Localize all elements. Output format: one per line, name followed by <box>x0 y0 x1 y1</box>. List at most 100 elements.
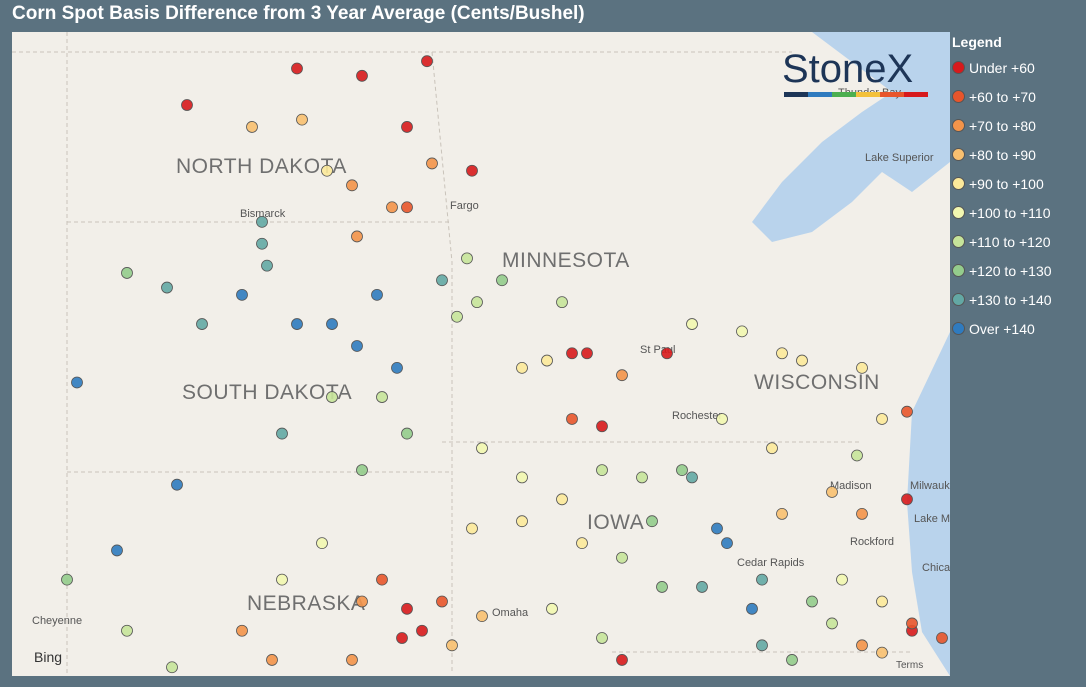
location-dot <box>596 420 608 433</box>
legend-label: Under +60 <box>969 59 1035 76</box>
location-dot <box>466 522 478 535</box>
legend-swatch <box>952 148 965 161</box>
location-dot <box>401 602 413 615</box>
location-dot <box>696 581 708 593</box>
legend: Legend Under +60 +60 to +70 +70 to +80 +80 t… <box>952 34 1082 343</box>
location-dot <box>576 537 588 550</box>
location-dot <box>371 288 383 301</box>
location-dot <box>776 508 788 520</box>
map-label: IOWA <box>587 511 644 534</box>
legend-label: +90 to +100 <box>969 175 1044 192</box>
location-dot <box>401 427 413 440</box>
title: Corn Spot Basis Difference from 3 Year A… <box>12 3 585 24</box>
location-dot <box>291 62 303 75</box>
location-dot <box>556 296 568 309</box>
legend-item: +130 to +140 <box>952 285 1082 314</box>
location-dot <box>401 121 413 133</box>
location-dot <box>546 602 558 615</box>
location-dot <box>346 179 358 192</box>
location-dot <box>616 654 628 666</box>
map-label: MINNESOTA <box>502 249 630 272</box>
location-dot <box>581 347 593 360</box>
map-label: Fargo <box>450 200 479 212</box>
location-dot <box>776 347 788 360</box>
map-label: Cedar Rapids <box>737 557 805 569</box>
location-dot <box>121 624 133 637</box>
lake-michigan <box>907 332 950 676</box>
legend-swatch <box>952 322 965 335</box>
location-dot <box>161 281 173 294</box>
logo-bar <box>904 92 928 97</box>
legend-item: Over +140 <box>952 314 1082 343</box>
legend-swatch <box>952 293 965 306</box>
location-dot <box>471 296 483 309</box>
location-dot <box>901 405 913 418</box>
logo-bar <box>856 92 880 97</box>
map-label: Milwaukee <box>910 480 950 492</box>
location-dot <box>936 632 948 644</box>
location-dot <box>376 573 388 586</box>
legend-item: Under +60 <box>952 53 1082 82</box>
logo-bar <box>880 92 904 97</box>
location-dot <box>461 252 473 265</box>
map-label: Cheyenne <box>32 615 82 627</box>
location-dot <box>616 551 628 564</box>
location-dot <box>436 274 448 287</box>
location-dot <box>721 537 733 550</box>
location-dot <box>376 391 388 403</box>
location-dot <box>71 376 83 389</box>
location-dot <box>901 493 913 506</box>
legend-swatch <box>952 206 965 219</box>
location-dot <box>326 318 338 330</box>
lake-superior <box>752 32 950 242</box>
legend-item: +60 to +70 <box>952 82 1082 111</box>
location-dot <box>676 464 688 476</box>
location-dot <box>636 471 648 484</box>
location-dot <box>596 464 608 476</box>
location-dot <box>756 639 768 652</box>
logo: StoneX <box>782 47 913 91</box>
location-dot <box>876 595 888 608</box>
map-label: Rockford <box>850 536 894 548</box>
location-dot <box>236 288 248 301</box>
location-dot <box>876 413 888 425</box>
location-dot <box>656 581 668 593</box>
legend-item: +80 to +90 <box>952 140 1082 169</box>
location-dot <box>806 595 818 608</box>
legend-swatch <box>952 90 965 103</box>
map-label: Bismarck <box>240 208 286 220</box>
location-dot <box>826 617 838 630</box>
location-dot <box>836 573 848 586</box>
location-dot <box>516 471 528 484</box>
location-dot <box>451 310 463 323</box>
location-dot <box>541 354 553 367</box>
legend-swatch <box>952 235 965 248</box>
location-dot <box>351 340 363 352</box>
location-dot <box>516 361 528 374</box>
location-dot <box>266 654 278 666</box>
legend-label: +130 to +140 <box>969 291 1052 308</box>
map-label: Omaha <box>492 607 529 619</box>
location-dot <box>261 259 273 272</box>
location-dot <box>276 427 288 440</box>
legend-item: +120 to +130 <box>952 256 1082 285</box>
location-dot <box>516 515 528 528</box>
location-dot <box>496 274 508 287</box>
location-dot <box>236 624 248 637</box>
location-dot <box>356 595 368 608</box>
logo-bar <box>832 92 856 97</box>
location-dot <box>351 230 363 243</box>
location-dot <box>121 267 133 279</box>
location-dot <box>686 318 698 330</box>
location-dot <box>256 237 268 250</box>
map: NORTH DAKOTA MINNESOTA SOUTH DAKOTA WISCONS… <box>12 32 950 676</box>
logo-bar <box>808 92 832 97</box>
legend-item: +110 to +120 <box>952 227 1082 256</box>
location-dot <box>166 661 178 674</box>
logo-bar <box>784 92 808 97</box>
location-dot <box>326 391 338 403</box>
legend-item: +100 to +110 <box>952 198 1082 227</box>
location-dot <box>391 361 403 374</box>
location-dot <box>466 164 478 177</box>
legend-label: +110 to +120 <box>969 233 1051 250</box>
